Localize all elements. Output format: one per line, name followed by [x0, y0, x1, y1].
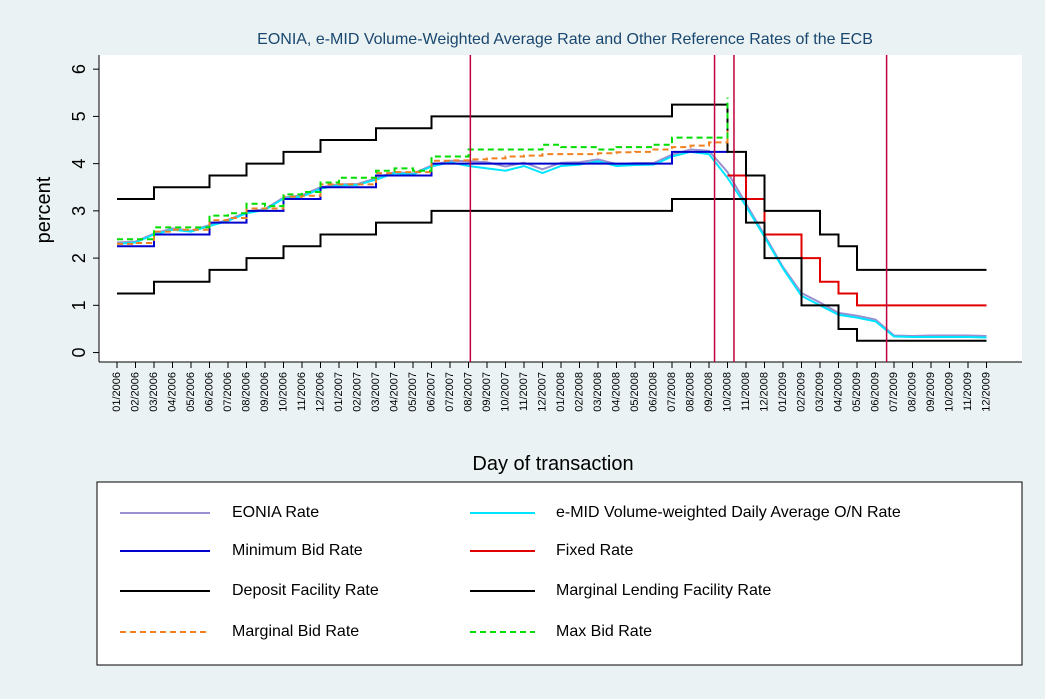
x-tick-label: 06/2008	[647, 372, 659, 412]
y-tick-label: 4	[69, 159, 89, 169]
legend-label: Marginal Lending Facility Rate	[556, 582, 771, 599]
x-tick-label: 03/2008	[592, 372, 604, 412]
x-tick-label: 01/2008	[555, 372, 567, 412]
x-tick-label: 04/2006	[166, 372, 178, 412]
y-tick-label: 6	[69, 64, 89, 74]
series-line	[117, 198, 987, 342]
legend-label: Deposit Facility Rate	[232, 582, 379, 599]
x-tick-label: 01/2007	[333, 372, 345, 412]
x-tick-label: 10/2009	[943, 372, 955, 412]
x-tick-label: 07/2009	[888, 372, 900, 412]
x-tick-label: 02/2006	[129, 372, 141, 412]
legend-label: e-MID Volume-weighted Daily Average O/N …	[556, 504, 901, 521]
x-tick-label: 08/2007	[462, 372, 474, 412]
x-tick-label: 02/2007	[351, 372, 363, 412]
x-tick-label: 02/2009	[795, 372, 807, 412]
legend-label: Marginal Bid Rate	[232, 623, 359, 640]
legend-label: EONIA Rate	[232, 504, 319, 521]
y-tick-label: 0	[69, 348, 89, 358]
x-tick-label: 08/2009	[906, 372, 918, 412]
x-tick-label: 11/2008	[740, 372, 752, 411]
y-tick-label: 3	[69, 206, 89, 216]
x-tick-label: 12/2006	[314, 372, 326, 412]
x-tick-label: 05/2008	[629, 372, 641, 412]
y-tick-label: 1	[69, 300, 89, 310]
legend	[96, 481, 1023, 666]
x-tick-label: 08/2006	[240, 372, 252, 412]
x-tick-label: 12/2008	[758, 372, 770, 412]
x-tick-label: 11/2007	[518, 372, 530, 411]
x-tick-label: 05/2009	[851, 372, 863, 412]
legend-label: Max Bid Rate	[556, 623, 652, 640]
x-tick-label: 07/2006	[222, 372, 234, 412]
x-tick-label: 04/2009	[832, 372, 844, 412]
x-tick-label: 05/2007	[407, 372, 419, 412]
x-tick-label: 10/2007	[499, 372, 511, 412]
x-tick-label: 12/2007	[536, 372, 548, 412]
x-tick-label: 04/2007	[388, 372, 400, 412]
x-tick-label: 07/2008	[666, 372, 678, 412]
x-tick-label: 03/2007	[370, 372, 382, 412]
series-line	[117, 103, 987, 271]
legend-label: Fixed Rate	[556, 542, 633, 559]
series-line	[117, 130, 729, 245]
x-tick-label: 08/2008	[684, 372, 696, 412]
x-tick-label: 04/2008	[610, 372, 622, 412]
x-tick-label: 07/2007	[444, 372, 456, 412]
x-tick-label: 12/2009	[980, 372, 992, 412]
x-tick-label: 01/2009	[777, 372, 789, 412]
x-axis-label: Day of transaction	[472, 453, 633, 475]
legend-label: Minimum Bid Rate	[232, 542, 363, 559]
series-line	[117, 97, 729, 241]
y-axis-label: percent	[33, 176, 55, 243]
x-tick-label: 02/2008	[573, 372, 585, 412]
x-tick-label: 09/2009	[925, 372, 937, 412]
x-tick-label: 03/2006	[148, 372, 160, 412]
x-tick-label: 11/2006	[296, 372, 308, 411]
x-tick-label: 09/2006	[259, 372, 271, 412]
x-tick-label: 03/2009	[814, 372, 826, 412]
x-tick-label: 06/2006	[203, 372, 215, 412]
x-tick-label: 01/2006	[111, 372, 123, 412]
y-tick-label: 5	[69, 111, 89, 121]
x-tick-label: 10/2008	[721, 372, 733, 412]
x-tick-label: 11/2009	[962, 372, 974, 411]
plot-area	[99, 55, 1022, 362]
x-tick-label: 10/2006	[277, 372, 289, 412]
x-tick-label: 06/2009	[869, 372, 881, 412]
chart-title: EONIA, e-MID Volume-Weighted Average Rat…	[257, 31, 873, 48]
x-tick-label: 09/2008	[703, 372, 715, 412]
y-tick-label: 2	[69, 253, 89, 263]
x-tick-label: 05/2006	[185, 372, 197, 412]
x-tick-label: 06/2007	[425, 372, 437, 412]
x-tick-label: 09/2007	[481, 372, 493, 412]
